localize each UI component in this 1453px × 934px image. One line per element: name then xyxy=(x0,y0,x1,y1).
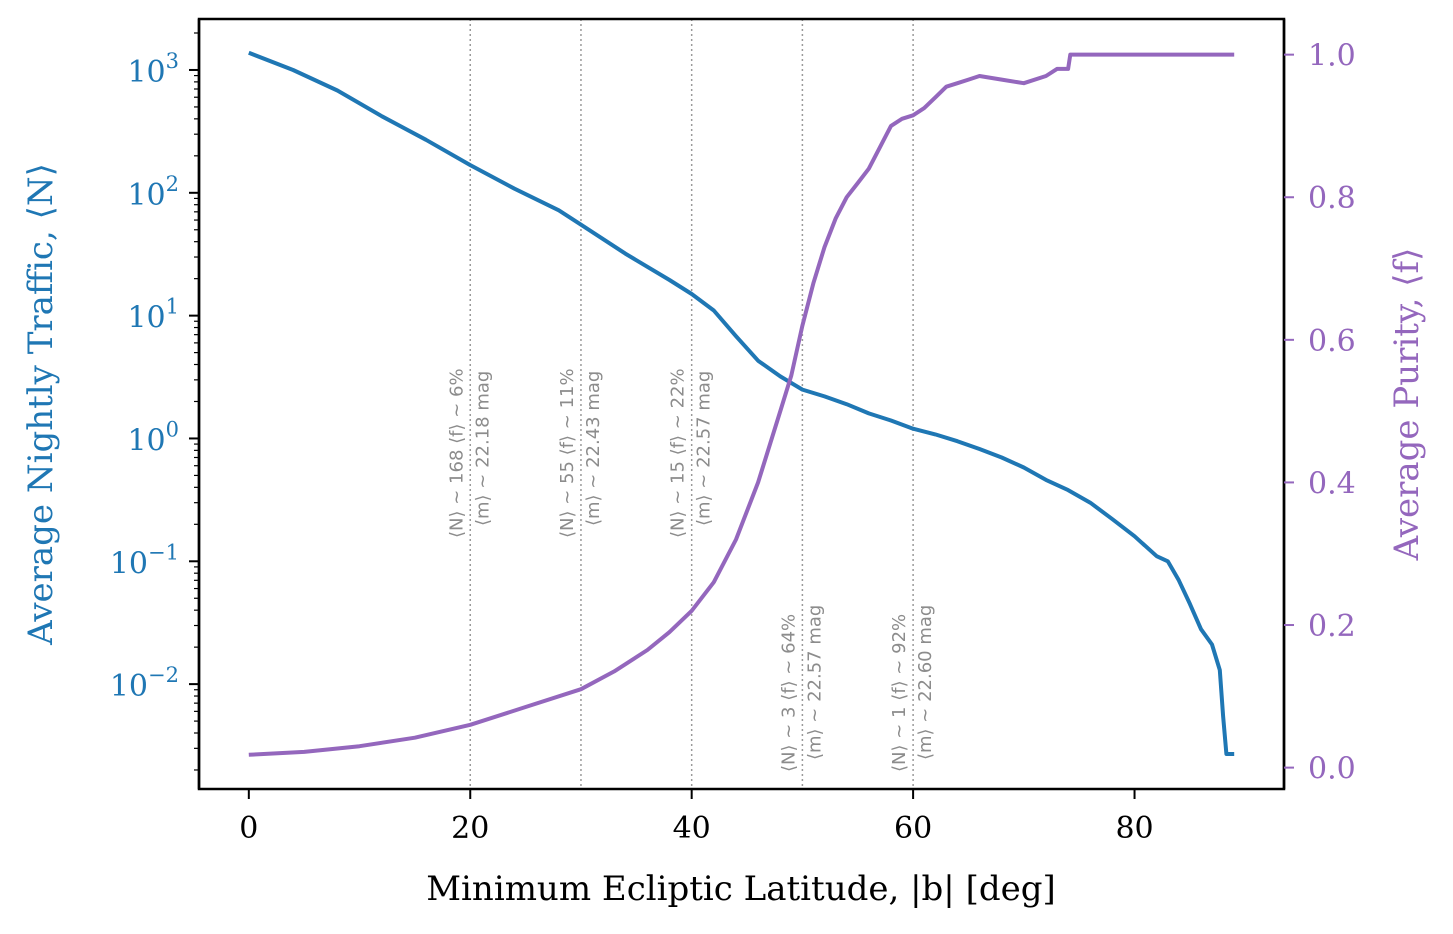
annotation-label: ⟨N⟩ ~ 55 ⟨f⟩ ~ 11% ⟨m⟩ ~ 22.43 mag xyxy=(557,368,604,538)
annotation-label: ⟨N⟩ ~ 3 ⟨f⟩ ~ 64% ⟨m⟩ ~ 22.57 mag xyxy=(778,605,825,772)
right-tick-label: 0.0 xyxy=(1308,752,1356,787)
series-line-purity xyxy=(248,52,1235,757)
x-tick-label: 0 xyxy=(239,811,258,846)
plot-frame xyxy=(197,17,1286,791)
plot-series xyxy=(248,50,1235,757)
left-tick-label: 10−2 xyxy=(110,663,179,704)
annotation-line-magnitude: ⟨m⟩ ~ 22.43 mag xyxy=(583,371,604,526)
x-tick-label: 80 xyxy=(1115,811,1153,846)
annotation-line-magnitude: ⟨m⟩ ~ 22.57 mag xyxy=(804,605,825,760)
reference-lines xyxy=(469,19,914,789)
x-tick-label: 20 xyxy=(451,811,489,846)
annotation-label: ⟨N⟩ ~ 15 ⟨f⟩ ~ 22% ⟨m⟩ ~ 22.57 mag xyxy=(668,368,715,538)
annotation-line-magnitude: ⟨m⟩ ~ 22.57 mag xyxy=(694,371,715,526)
left-tick-label: 100 xyxy=(127,417,179,458)
left-y-axis-title: Average Nightly Traffic, ⟨N⟩ xyxy=(21,163,61,646)
x-tick-label: 60 xyxy=(894,811,932,846)
x-tick-label: 40 xyxy=(673,811,711,846)
left-tick-label: 103 xyxy=(127,49,179,90)
x-axis-title: Minimum Ecliptic Latitude, |b| [deg] xyxy=(426,869,1056,909)
right-tick-label: 1.0 xyxy=(1308,39,1356,74)
left-tick-label: 101 xyxy=(127,295,179,336)
annotation-line-traffic-purity: ⟨N⟩ ~ 15 ⟨f⟩ ~ 22% xyxy=(668,368,689,538)
right-tick-label: 0.2 xyxy=(1308,609,1356,644)
annotation-line-traffic-purity: ⟨N⟩ ~ 3 ⟨f⟩ ~ 64% xyxy=(778,614,799,772)
annotations: ⟨N⟩ ~ 168 ⟨f⟩ ~ 6% ⟨m⟩ ~ 22.18 mag ⟨N⟩ ~ 5… xyxy=(446,368,936,772)
annotation-line-traffic-purity: ⟨N⟩ ~ 55 ⟨f⟩ ~ 11% xyxy=(557,368,578,538)
left-tick-label: 10−1 xyxy=(110,540,179,581)
left-tick-label: 102 xyxy=(127,172,179,213)
x-axis: 0 20 40 60 80 xyxy=(239,789,1154,846)
annotation-line-traffic-purity: ⟨N⟩ ~ 1 ⟨f⟩ ~ 92% xyxy=(889,614,910,772)
series-line-traffic xyxy=(248,50,1235,756)
left-y-axis: 103 102 101 100 10−1 10−2 xyxy=(110,19,201,789)
annotation-label: ⟨N⟩ ~ 168 ⟨f⟩ ~ 6% ⟨m⟩ ~ 22.18 mag xyxy=(446,368,493,538)
annotation-label: ⟨N⟩ ~ 1 ⟨f⟩ ~ 92% ⟨m⟩ ~ 22.60 mag xyxy=(889,605,936,772)
right-y-axis: 0.0 0.2 0.4 0.6 0.8 1.0 xyxy=(1282,19,1356,789)
right-tick-label: 0.8 xyxy=(1308,181,1356,216)
annotation-line-traffic-purity: ⟨N⟩ ~ 168 ⟨f⟩ ~ 6% xyxy=(446,368,467,538)
annotation-line-magnitude: ⟨m⟩ ~ 22.18 mag xyxy=(472,371,493,526)
right-tick-label: 0.6 xyxy=(1308,324,1356,359)
right-tick-label: 0.4 xyxy=(1308,466,1356,501)
annotation-line-magnitude: ⟨m⟩ ~ 22.60 mag xyxy=(915,605,936,760)
right-y-axis-title: Average Purity, ⟨f⟩ xyxy=(1387,248,1427,562)
